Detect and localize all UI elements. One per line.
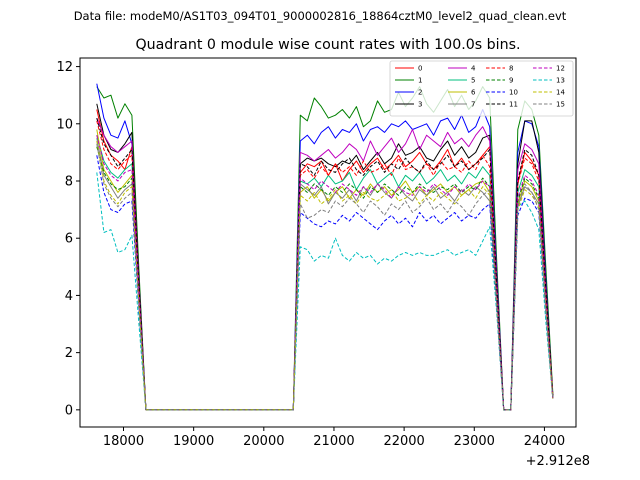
legend-label: 8 bbox=[509, 65, 513, 73]
axes-frame bbox=[79, 57, 577, 428]
y-tick-label: 6 bbox=[65, 232, 73, 247]
series-line-14 bbox=[96, 140, 554, 411]
x-axis: 18000 19000 20000 21000 22000 23000 24000 bbox=[103, 427, 565, 449]
x-tick-label: 19000 bbox=[173, 434, 214, 449]
x-axis-offset-label: +2.912e8 bbox=[526, 454, 590, 469]
legend-box bbox=[389, 60, 574, 117]
chart-title: Quadrant 0 module wise count rates with … bbox=[135, 37, 520, 53]
series-line-5 bbox=[96, 135, 554, 411]
legend-label: 5 bbox=[471, 77, 475, 85]
y-tick-label: 4 bbox=[65, 289, 73, 304]
series-line-0 bbox=[96, 109, 554, 411]
series-line-7 bbox=[96, 138, 554, 411]
legend-label: 1 bbox=[418, 77, 422, 85]
series-line-1 bbox=[96, 86, 554, 411]
legend-label: 7 bbox=[471, 101, 475, 109]
legend-label: 13 bbox=[556, 77, 565, 85]
figure-suptitle: Data file: modeM0/AS1T03_094T01_90000028… bbox=[74, 9, 567, 23]
legend-label: 9 bbox=[509, 77, 513, 85]
legend-label: 3 bbox=[418, 101, 422, 109]
legend-label: 4 bbox=[471, 65, 476, 73]
legend-label: 11 bbox=[509, 101, 518, 109]
y-tick-label: 0 bbox=[65, 403, 73, 418]
x-tick-label: 23000 bbox=[454, 434, 495, 449]
series-line-10 bbox=[96, 155, 554, 411]
x-tick-label: 20000 bbox=[243, 434, 284, 449]
legend-label: 12 bbox=[556, 65, 565, 73]
legend-label: 15 bbox=[556, 101, 565, 109]
x-tick-label: 24000 bbox=[524, 434, 565, 449]
series-line-11 bbox=[96, 117, 554, 411]
series-line-2 bbox=[96, 83, 554, 411]
x-tick-label: 22000 bbox=[383, 434, 424, 449]
y-tick-label: 2 bbox=[65, 346, 73, 361]
series-line-8 bbox=[96, 120, 554, 411]
y-tick-label: 8 bbox=[65, 175, 73, 190]
legend-label: 2 bbox=[418, 89, 422, 97]
y-axis: 0 2 4 6 8 10 12 bbox=[56, 60, 80, 418]
legend-label: 6 bbox=[471, 89, 476, 97]
y-tick-label: 12 bbox=[56, 60, 73, 75]
series-line-4 bbox=[96, 117, 554, 411]
legend-label: 0 bbox=[418, 65, 422, 73]
series-line-15 bbox=[96, 143, 554, 411]
legend-label: 10 bbox=[509, 89, 518, 97]
x-tick-label: 18000 bbox=[103, 434, 144, 449]
series-line-12 bbox=[96, 135, 554, 411]
series-line-9 bbox=[96, 146, 554, 411]
x-tick-label: 21000 bbox=[313, 434, 354, 449]
legend-label: 14 bbox=[556, 89, 565, 97]
series-line-13 bbox=[96, 172, 554, 411]
y-tick-label: 10 bbox=[56, 117, 73, 132]
plot-lines bbox=[96, 83, 554, 411]
